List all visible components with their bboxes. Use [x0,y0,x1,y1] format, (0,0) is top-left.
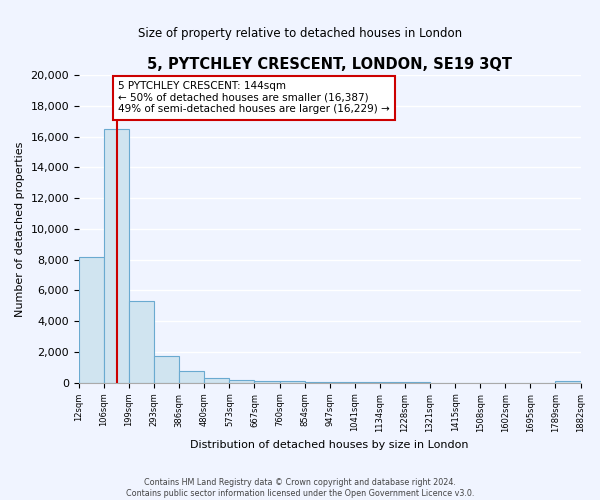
Text: 5 PYTCHLEY CRESCENT: 144sqm
← 50% of detached houses are smaller (16,387)
49% of: 5 PYTCHLEY CRESCENT: 144sqm ← 50% of det… [118,81,389,114]
Bar [229,380,254,383]
Title: 5, PYTCHLEY CRESCENT, LONDON, SE19 3QT: 5, PYTCHLEY CRESCENT, LONDON, SE19 3QT [147,58,512,72]
Bar [154,356,179,383]
Bar [79,256,104,383]
Bar [254,380,280,383]
Text: Contains HM Land Registry data © Crown copyright and database right 2024.
Contai: Contains HM Land Registry data © Crown c… [126,478,474,498]
Bar [305,382,330,383]
Bar [280,382,305,383]
Bar [556,380,581,383]
X-axis label: Distribution of detached houses by size in London: Distribution of detached houses by size … [190,440,469,450]
Bar [205,378,229,383]
Bar [355,382,380,383]
Bar [330,382,355,383]
Bar [129,302,154,383]
Y-axis label: Number of detached properties: Number of detached properties [15,141,25,316]
Bar [179,372,205,383]
Bar [104,129,129,383]
Text: Size of property relative to detached houses in London: Size of property relative to detached ho… [138,28,462,40]
